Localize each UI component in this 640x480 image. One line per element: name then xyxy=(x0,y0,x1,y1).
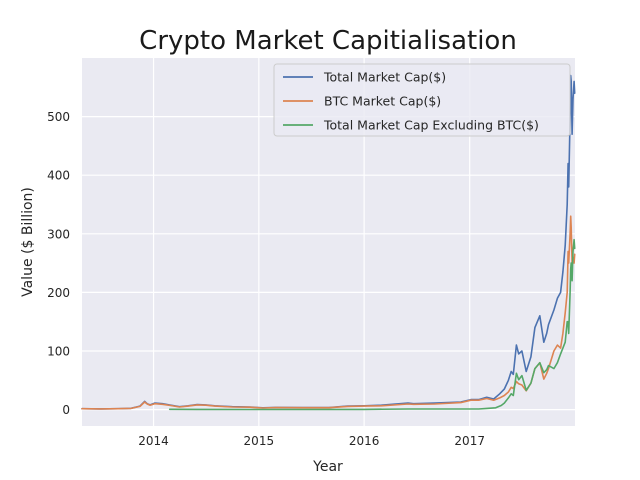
x-tick-label: 2017 xyxy=(454,434,485,448)
legend-label-2: BTC Market Cap($) xyxy=(324,94,441,109)
x-tick-label: 2015 xyxy=(244,434,275,448)
series-line-2 xyxy=(81,215,576,410)
legend-label-3: Total Market Cap Excluding BTC($) xyxy=(323,118,539,133)
y-axis-label: Value ($ Billion) xyxy=(20,187,36,297)
legend-label-1: Total Market Cap($) xyxy=(323,70,446,85)
chart-title: Crypto Market Capitialisation xyxy=(139,26,517,56)
legend: Total Market Cap($) BTC Market Cap($) Tota… xyxy=(273,63,571,137)
tick-labels: 2014 2015 2016 2017 0 100 200 300 400 500 xyxy=(47,110,485,448)
y-tick-label: 0 xyxy=(62,403,70,417)
x-tick-label: 2014 xyxy=(138,434,169,448)
series-lines xyxy=(81,74,576,411)
legend-box xyxy=(273,63,571,137)
y-tick-label: 100 xyxy=(47,344,70,358)
y-tick-label: 500 xyxy=(47,110,70,124)
grid xyxy=(82,58,575,426)
y-tick-label: 200 xyxy=(47,286,70,300)
y-tick-label: 300 xyxy=(47,227,70,241)
x-axis-label: Year xyxy=(312,459,343,475)
x-tick-label: 2016 xyxy=(349,434,380,448)
series-line-3 xyxy=(168,238,576,411)
y-tick-label: 400 xyxy=(47,169,70,183)
